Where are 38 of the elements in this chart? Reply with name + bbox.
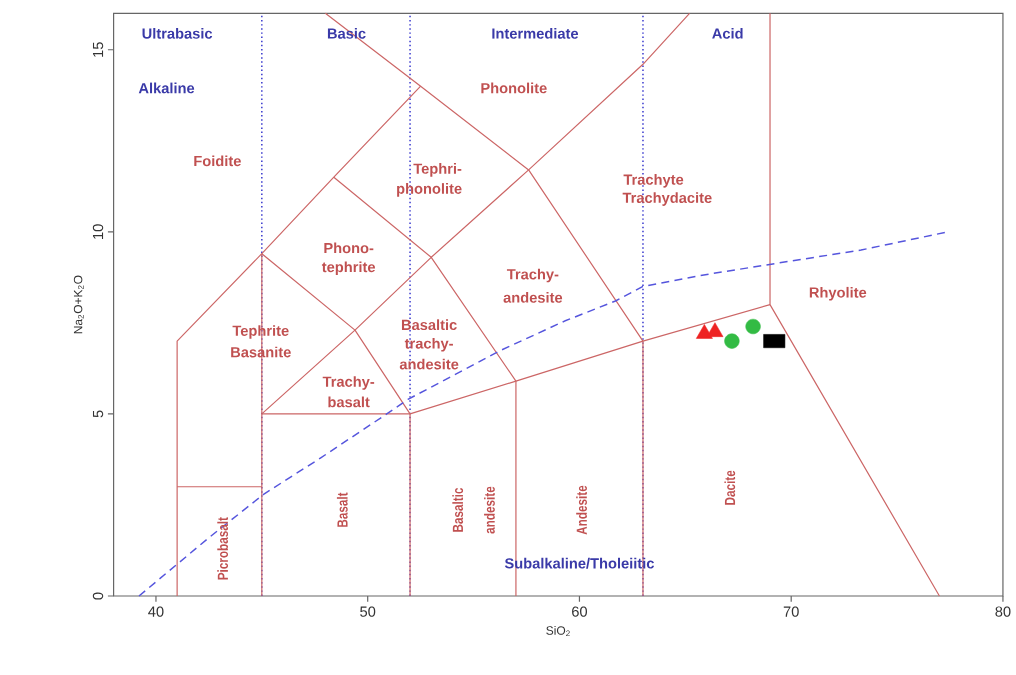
annotation: Trachydacite xyxy=(622,192,712,206)
annotation: Tephri- xyxy=(413,163,462,177)
annotation: Acid xyxy=(712,27,743,39)
annotation: andesite xyxy=(503,292,563,303)
annotation: Picrobasalt xyxy=(217,517,229,580)
annotation: Alkaline xyxy=(138,82,195,94)
x-tick-label: 60 xyxy=(572,606,588,617)
annotation: Basaltic xyxy=(452,487,464,532)
x-tick-label: 70 xyxy=(783,606,799,617)
annotation: Basaltic xyxy=(401,319,457,331)
annotation: Foidite xyxy=(194,155,241,167)
annotation: trachy- xyxy=(404,337,453,352)
annotation: basalt xyxy=(328,396,370,408)
annotation: Dacite xyxy=(724,470,736,505)
annotation: Trachy- xyxy=(506,268,559,283)
annotation: Ultrabasic xyxy=(142,27,213,39)
annotation: Andesite xyxy=(576,485,587,535)
annotation: Phono- xyxy=(324,242,374,254)
x-tick-label: 40 xyxy=(148,606,164,617)
annotation: tephrite xyxy=(321,261,376,276)
annotation: Trachyte xyxy=(623,174,684,188)
y-tick-label: 15 xyxy=(92,42,104,57)
x-tick-label: 80 xyxy=(995,606,1011,617)
annotation: phonolite xyxy=(397,183,462,197)
annotation: Trachy- xyxy=(322,376,375,390)
annotation: andesite xyxy=(399,358,459,370)
annotation: Basalt xyxy=(336,492,348,527)
annotation: Phonolite xyxy=(481,82,547,94)
annotation: Subalkaline/Tholeiitic xyxy=(504,557,655,569)
x-axis-title: SiO$_{2}$ xyxy=(546,625,570,637)
annotation: Rhyolite xyxy=(809,286,867,301)
y-tick-label: 5 xyxy=(92,410,104,418)
y-axis-title: Na$_{2}$O+K$_{2}$O xyxy=(73,275,84,334)
annotation: Intermediate xyxy=(492,27,579,39)
y-tick-label: 0 xyxy=(92,592,104,600)
annotation: andesite xyxy=(484,486,495,534)
y-tick-label: 10 xyxy=(92,224,104,239)
x-tick-label: 50 xyxy=(360,606,376,617)
